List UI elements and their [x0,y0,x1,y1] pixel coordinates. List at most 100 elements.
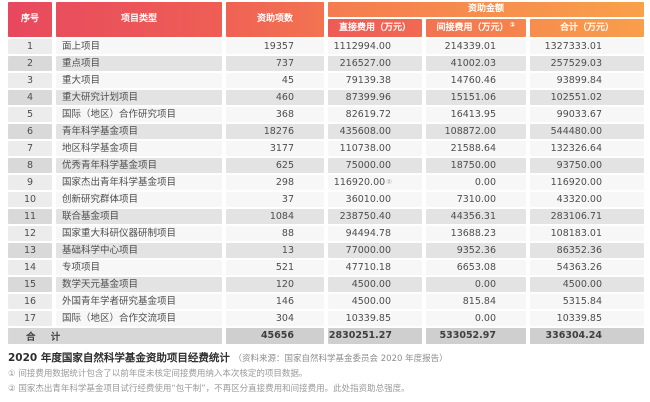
header-amount-group-label: 资助金额 [467,4,504,14]
total-cost-cell: 10339.85 [530,311,644,326]
project-count-cell: 3177 [226,141,324,156]
direct-cost-cell: 110738.00 [328,141,422,156]
direct-cost-value: 216527.00 [339,57,391,69]
direct-cost-cell: 4500.00 [328,294,422,309]
row-number-cell: 3 [8,73,52,88]
direct-cost-cell: 79139.38 [328,73,422,88]
indirect-cost-cell: 14760.46 [426,73,526,88]
row-number-cell: 7 [8,141,52,156]
direct-cost-value: 77000.00 [345,244,391,256]
table-row: 5 国际（地区）合作研究项目 368 82619.72 16413.95 990… [8,107,644,122]
header-cell-total: 合计（万元） [530,19,644,37]
table-title: 2020 年度国家自然科学基金资助项目经费统计 [8,352,230,364]
total-cost-cell: 99033.67 [530,107,644,122]
direct-cost-value: 110738.00 [339,142,391,154]
total-cost-cell: 86352.36 [530,243,644,258]
table-caption-area: 2020 年度国家自然科学基金资助项目经费统计 （资料来源：国家自然科学基金委员… [8,352,644,394]
indirect-cost-cell: 6653.08 [426,260,526,275]
header-cell-amount-group: 资助金额 [328,2,644,17]
indirect-cost-cell: 214339.01 [426,39,526,54]
project-count-cell: 304 [226,311,324,326]
table-row: 7 地区科学基金项目 3177 110738.00 21588.64 13232… [8,141,644,156]
header-count-label: 资助项数 [256,14,293,24]
row-number-cell: 10 [8,192,52,207]
total-cost-cell: 283106.71 [530,209,644,224]
table-row: 11 联合基金项目 1084 238750.40 44356.31 283106… [8,209,644,224]
direct-cost-cell: 1112994.00 [328,39,422,54]
table-body: 1 面上项目 19357 1112994.00 214339.01 132733… [8,39,644,326]
row-number-cell: 14 [8,260,52,275]
indirect-cost-cell: 44356.31 [426,209,526,224]
project-count-cell: 88 [226,226,324,241]
table-row: 10 创新研究群体项目 37 36010.00 7310.00 43320.00 [8,192,644,207]
header-cell-type: 项目类型 [56,2,222,37]
project-count-cell: 460 [226,90,324,105]
footnote-1: ① 间接费用数据统计包含了以前年度未核定间接费用纳入本次核定的项目数据。 [8,369,308,380]
indirect-cost-cell: 16413.95 [426,107,526,122]
total-row-label: 合 计 [8,328,222,344]
table-header: 序号 项目类型 资助项数 资助金额 直接费用（万元） 间接费用（万元） ① 合计… [8,2,644,37]
direct-cost-value: 36010.00 [345,193,391,205]
direct-cost-cell: 82619.72 [328,107,422,122]
project-count-cell: 13 [226,243,324,258]
total-cost-cell: 43320.00 [530,192,644,207]
direct-cost-value: 4500.00 [351,278,391,290]
indirect-cost-cell: 7310.00 [426,192,526,207]
direct-cost-value: 4500.00 [351,295,391,307]
table-row: 2 重点项目 737 216527.00 41002.03 257529.03 [8,56,644,71]
direct-cost-value: 79139.38 [345,74,391,86]
total-cost-cell: 1327333.01 [530,39,644,54]
table-row: 9 国家杰出青年科学基金项目 298 116920.00 ② 0.00 11692… [8,175,644,190]
row-number-cell: 12 [8,226,52,241]
total-cost-cell: 54363.26 [530,260,644,275]
header-cell-count: 资助项数 [226,2,324,37]
direct-cost-cell: 77000.00 [328,243,422,258]
project-type-cell: 地区科学基金项目 [56,141,222,156]
row-number-cell: 16 [8,294,52,309]
direct-cost-cell: 238750.40 [328,209,422,224]
project-count-cell: 19357 [226,39,324,54]
header-indirect-footnote-mark: ① [509,20,516,29]
direct-cost-cell: 10339.85 [328,311,422,326]
total-cost-cell: 108183.01 [530,226,644,241]
indirect-cost-cell: 0.00 [426,175,526,190]
total-direct-cell: 2830251.27 [328,328,422,344]
direct-cost-value: 1112994.00 [333,40,391,52]
project-count-cell: 737 [226,56,324,71]
header-cell-direct: 直接费用（万元） [328,19,422,37]
project-count-cell: 120 [226,277,324,292]
direct-cost-value: 47710.18 [345,261,391,273]
table-row: 4 重大研究计划项目 460 87399.96 15151.06 102551.… [8,90,644,105]
direct-cost-value: 82619.72 [345,108,391,120]
project-count-cell: 37 [226,192,324,207]
total-cost-cell: 4500.00 [530,277,644,292]
total-indirect-cell: 533052.97 [426,328,526,344]
table-row: 16 外国青年学者研究基金项目 146 4500.00 815.84 5315.… [8,294,644,309]
row-number-cell: 13 [8,243,52,258]
row-number-cell: 2 [8,56,52,71]
table-total-row: 合 计 45656 2830251.27 533052.97 336304.24 [8,328,644,344]
direct-cost-cell: 87399.96 [328,90,422,105]
indirect-cost-cell: 15151.06 [426,90,526,105]
direct-cost-value: 116920.00 [333,176,386,188]
table-row: 13 基础科学中心项目 13 77000.00 9352.36 86352.36 [8,243,644,258]
project-count-cell: 45 [226,73,324,88]
direct-cost-value: 87399.96 [345,91,391,103]
total-cost-cell: 257529.03 [530,56,644,71]
total-cost-cell: 132326.64 [530,141,644,156]
project-type-cell: 基础科学中心项目 [56,243,222,258]
direct-cost-value: 435608.00 [339,125,391,137]
table-row: 6 青年科学基金项目 18276 435608.00 108872.00 544… [8,124,644,139]
indirect-cost-cell: 108872.00 [426,124,526,139]
footnote-2: ② 国家杰出青年科学基金项目试行经费使用“包干制”，不再区分直接费用和间接费用。… [8,383,410,394]
total-cost-cell: 5315.84 [530,294,644,309]
row-number-cell: 8 [8,158,52,173]
indirect-cost-cell: 0.00 [426,311,526,326]
direct-cost-cell: 47710.18 [328,260,422,275]
table-source: （资料来源：国家自然科学基金委员会 2020 年度报告） [233,354,448,364]
indirect-cost-cell: 21588.64 [426,141,526,156]
row-number-cell: 5 [8,107,52,122]
direct-cost-cell: 4500.00 [328,277,422,292]
indirect-cost-cell: 0.00 [426,277,526,292]
table-title-line: 2020 年度国家自然科学基金资助项目经费统计 （资料来源：国家自然科学基金委员… [8,352,644,365]
